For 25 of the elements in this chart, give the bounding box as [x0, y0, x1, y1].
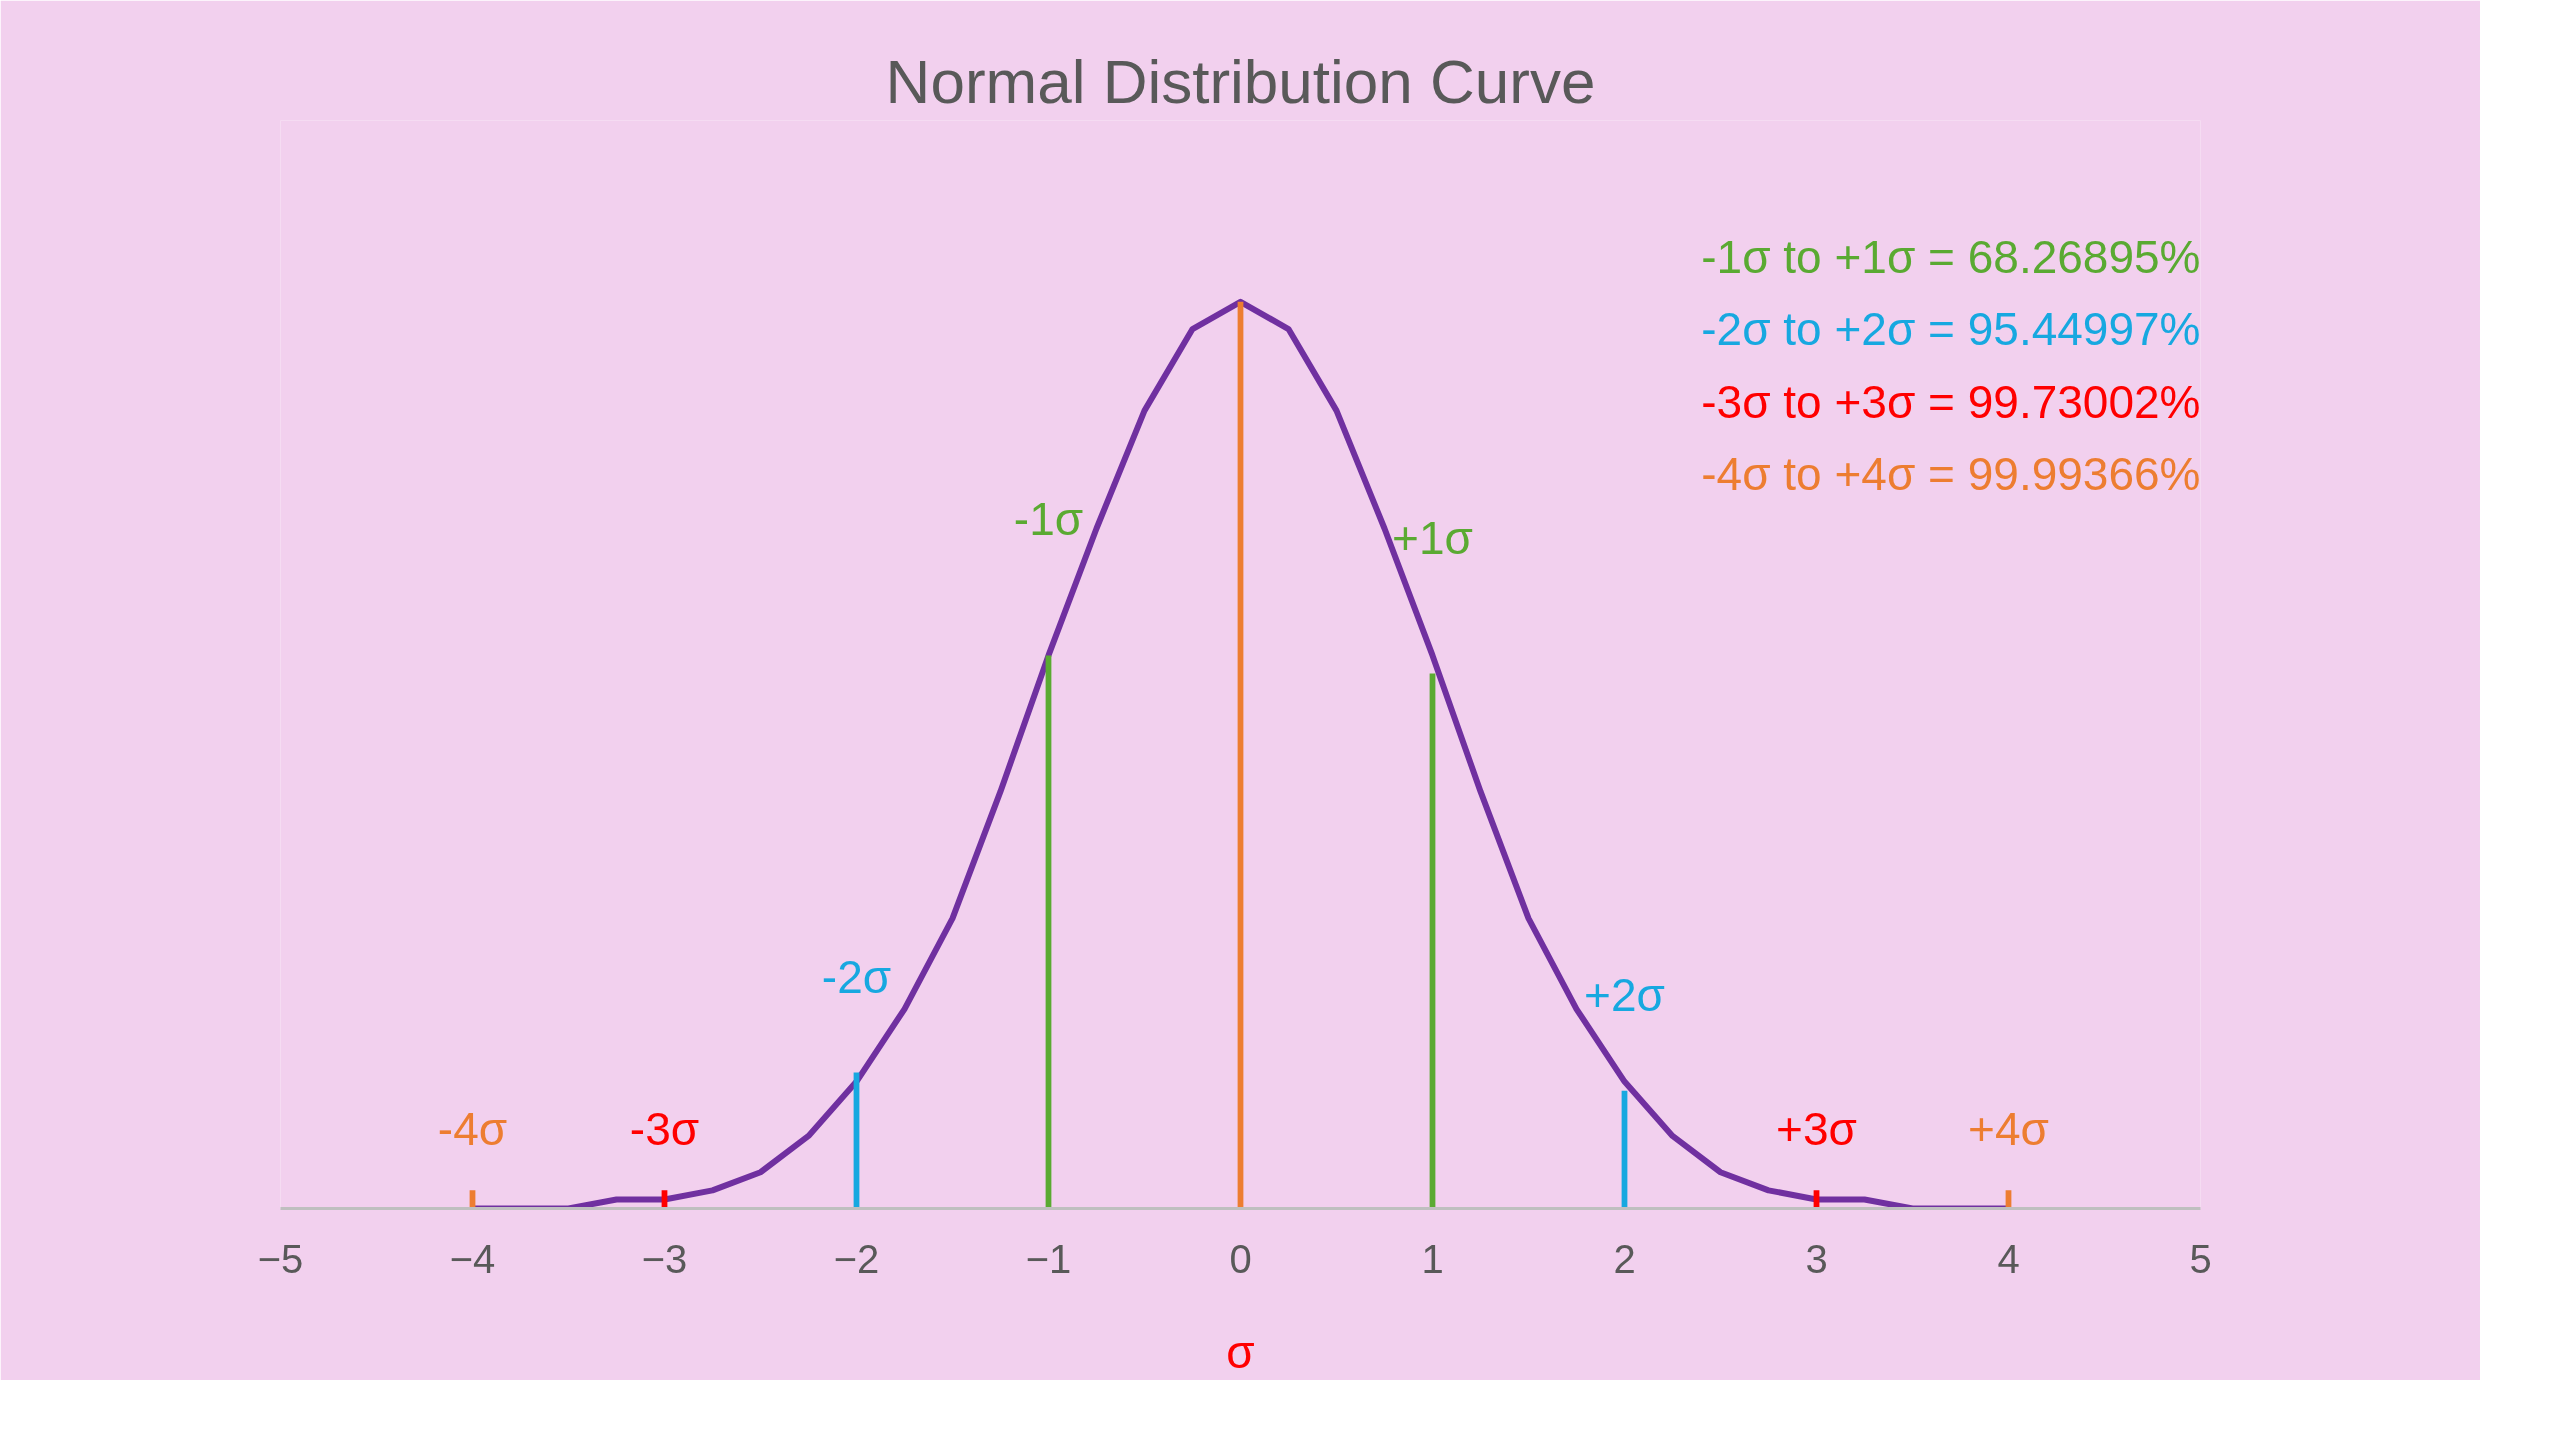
- annotation: +3σ: [1776, 1103, 1857, 1156]
- annotation: +2σ: [1584, 968, 1665, 1021]
- x-tick-label: 5: [2189, 1236, 2212, 1281]
- x-tick-label: −4: [449, 1236, 496, 1281]
- chart-title: Normal Distribution Curve: [885, 46, 1596, 116]
- x-tick-label: 2: [1613, 1236, 1636, 1281]
- text: -1σ to +1σ = 68.26895%: [1701, 230, 2201, 283]
- x-tick-label: −3: [641, 1236, 688, 1281]
- x-tick-label: 0: [1229, 1236, 1252, 1281]
- annotation: +1σ: [1392, 511, 1473, 564]
- annotation: -3σ: [629, 1103, 700, 1156]
- x-tick-label: −1: [1025, 1236, 1072, 1281]
- annotation: -3σ to +3σ = 99.73002%: [1701, 375, 2201, 428]
- x-axis-title: σ: [1226, 1325, 1255, 1378]
- x-tick-label: 3: [1805, 1236, 1828, 1281]
- x-tick-label: −2: [833, 1236, 880, 1281]
- annotation: -1σ: [1013, 493, 1084, 546]
- annotation: +4σ: [1968, 1103, 2049, 1156]
- x-tick-label: 4: [1997, 1236, 2020, 1281]
- annotation: -2σ: [821, 950, 892, 1003]
- annotation: -4σ to +4σ = 99.99366%: [1701, 448, 2201, 501]
- annotation: -4σ: [437, 1103, 508, 1156]
- annotation: -2σ to +2σ = 95.44997%: [1701, 303, 2201, 356]
- x-tick-label: 1: [1421, 1236, 1444, 1281]
- x-tick-label: −5: [257, 1236, 304, 1281]
